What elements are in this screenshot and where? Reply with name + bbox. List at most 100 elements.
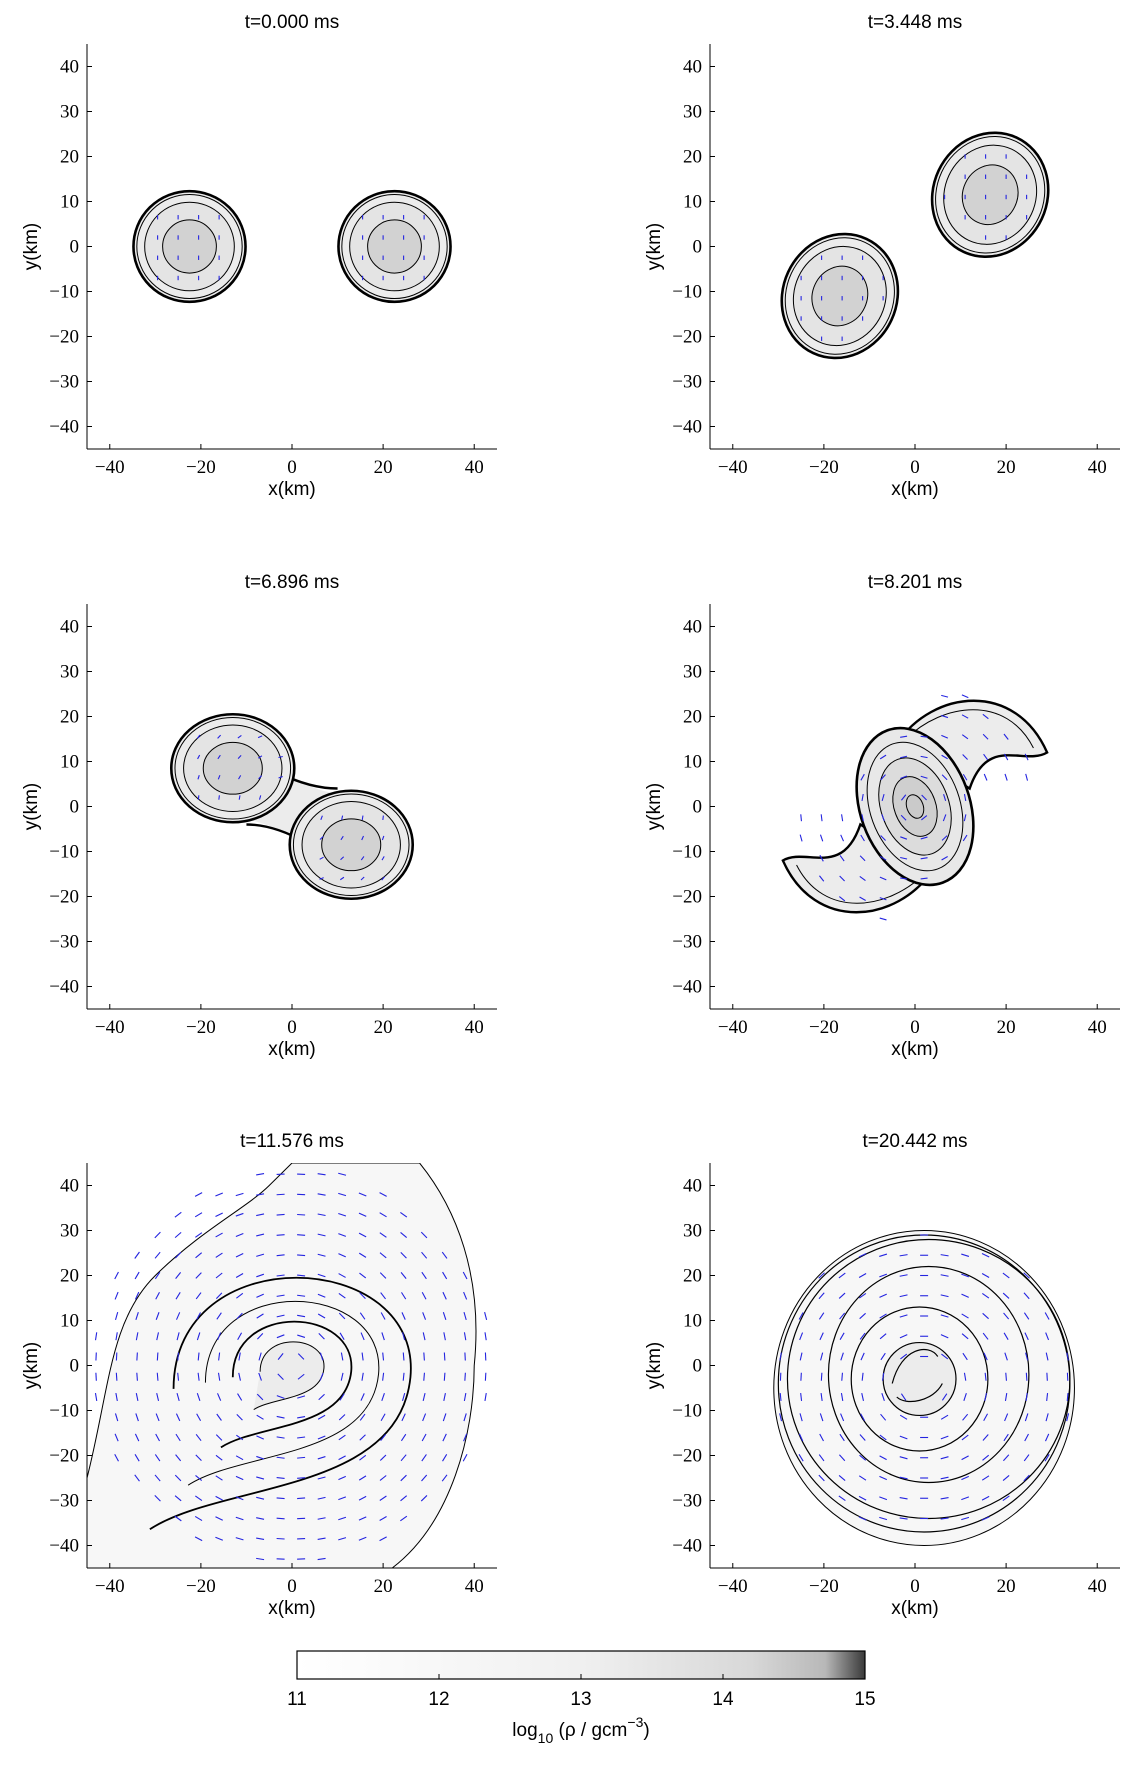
velocity-arrow [442, 1291, 447, 1300]
y-tick-label: 30 [683, 662, 702, 683]
x-tick-label: 40 [465, 1017, 484, 1038]
velocity-arrow [317, 1233, 326, 1237]
velocity-arrow [235, 1516, 244, 1521]
velocity-arrow [1002, 1474, 1010, 1482]
velocity-arrow [114, 1312, 119, 1320]
panel-4: t=8.201 ms −40 −20 0 20 40 40 30 20 10 0 −10 −20 −30 −… [644, 572, 1120, 1060]
velocity-arrow [940, 1435, 949, 1440]
velocity-arrow [798, 1454, 804, 1462]
y-tick-label: −10 [49, 842, 79, 863]
star [169, 712, 296, 824]
velocity-arrow [443, 1372, 446, 1381]
velocity-arrow [174, 1474, 182, 1482]
y-tick-label: −10 [672, 1401, 702, 1422]
y-tick-label: 20 [683, 707, 702, 728]
velocity-arrow [338, 1455, 346, 1461]
velocity-arrow [134, 1291, 140, 1300]
velocity-arrow [420, 1495, 428, 1502]
velocity-arrow [881, 814, 885, 822]
velocity-arrow [920, 775, 928, 779]
velocity-arrow [94, 1392, 98, 1402]
velocity-arrow [941, 734, 949, 739]
star [930, 131, 1050, 259]
x-tick-label: −40 [95, 1576, 125, 1597]
velocity-arrow [861, 793, 864, 802]
velocity-arrow [859, 1332, 866, 1340]
velocity-arrow [920, 735, 928, 738]
velocity-arrow [276, 1537, 285, 1540]
velocity-arrow [462, 1453, 468, 1462]
velocity-arrow [400, 1495, 408, 1502]
velocity-arrow [297, 1254, 306, 1257]
velocity-arrow [358, 1232, 367, 1238]
x-tick-label: −20 [186, 457, 216, 478]
velocity-arrow [879, 1434, 887, 1441]
velocity-arrow [317, 1537, 326, 1540]
velocity-arrow [196, 1393, 201, 1401]
velocity-arrow [217, 775, 221, 780]
x-tick-label: −20 [809, 1017, 839, 1038]
velocity-arrow [1023, 1272, 1030, 1279]
velocity-arrow [340, 835, 344, 841]
velocity-arrow [900, 1353, 908, 1360]
velocity-arrow [338, 1233, 347, 1237]
velocity-arrow [380, 1312, 386, 1320]
velocity-arrow [235, 1537, 244, 1541]
y-tick-label: 10 [60, 752, 79, 773]
x-tick-label: 0 [287, 1576, 297, 1597]
velocity-arrow [317, 1476, 326, 1480]
panel-title: t=11.576 ms [240, 1131, 344, 1152]
velocity-arrow [276, 1274, 285, 1277]
velocity-arrow [859, 855, 866, 862]
velocity-arrow [340, 1352, 344, 1361]
plot-area [781, 694, 1049, 921]
velocity-arrow [380, 1292, 386, 1300]
velocity-arrow [258, 1352, 262, 1361]
velocity-arrow [941, 694, 949, 698]
velocity-arrow [338, 1212, 347, 1217]
velocity-arrow [860, 773, 865, 781]
velocity-arrow [195, 1475, 203, 1481]
velocity-arrow [841, 1372, 843, 1381]
plot-area [780, 131, 1050, 360]
x-tick-label: −40 [95, 1017, 125, 1038]
velocity-arrow [421, 1433, 427, 1442]
velocity-arrow [401, 1393, 406, 1401]
velocity-arrow [360, 1332, 365, 1341]
velocity-arrow [900, 877, 908, 880]
velocity-arrow [194, 1212, 203, 1218]
velocity-arrow [276, 1456, 285, 1459]
velocity-arrow [358, 1516, 367, 1521]
y-tick-label: 20 [60, 1266, 79, 1287]
velocity-arrow [484, 1332, 487, 1341]
velocity-arrow [317, 1273, 326, 1278]
velocity-arrow [961, 1455, 969, 1461]
velocity-arrow [838, 1474, 846, 1482]
velocity-arrow [256, 1213, 265, 1217]
velocity-arrow [194, 1515, 203, 1522]
velocity-arrow [237, 1332, 243, 1341]
velocity-arrow [879, 1516, 888, 1521]
velocity-arrow [1003, 1454, 1010, 1462]
velocity-arrow [358, 1192, 367, 1197]
y-tick-label: −30 [49, 932, 79, 953]
velocity-arrow [197, 1372, 200, 1381]
velocity-arrow [1025, 1352, 1029, 1361]
velocity-arrow [217, 754, 221, 760]
star [855, 726, 975, 887]
velocity-field [799, 694, 1029, 921]
velocity-arrow [237, 755, 242, 759]
velocity-arrow [899, 1517, 908, 1520]
y-tick-label: −40 [49, 417, 79, 438]
y-tick-label: 0 [70, 797, 80, 818]
velocity-arrow [156, 1372, 159, 1381]
panel-2: t=3.448 ms −40 −20 0 20 40 40 30 20 10 0 −10 −20 −30 −… [644, 12, 1120, 500]
velocity-arrow [155, 1433, 161, 1442]
x-tick-label: 0 [287, 1017, 297, 1038]
density-contour [292, 793, 410, 897]
star [132, 189, 247, 304]
velocity-arrow [215, 1495, 223, 1501]
velocity-arrow [940, 1517, 949, 1520]
velocity-arrow [422, 1312, 427, 1320]
velocity-arrow [379, 1232, 387, 1238]
